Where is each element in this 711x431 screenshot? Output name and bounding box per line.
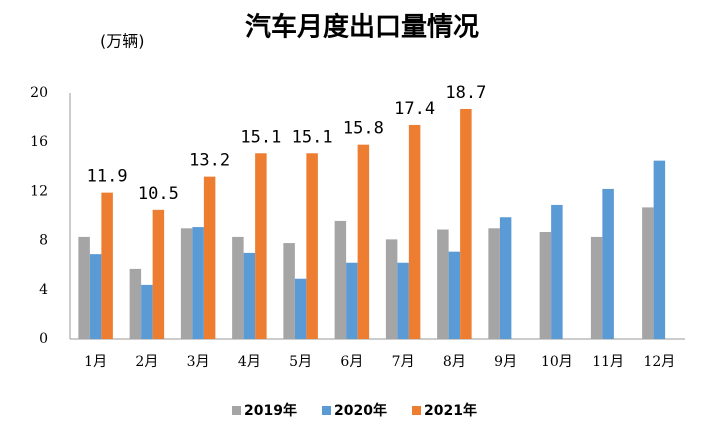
- bar: [101, 192, 113, 339]
- chart-title: 汽车月度出口量情况: [245, 12, 479, 43]
- data-label: 11.9: [87, 167, 128, 187]
- data-label: 15.8: [343, 119, 384, 139]
- x-tick-label: 11月: [592, 354, 624, 370]
- bar: [306, 153, 318, 339]
- bar: [141, 284, 153, 339]
- x-tick-label: 1月: [84, 354, 107, 370]
- y-tick-label: 16: [30, 134, 48, 150]
- bar: [283, 243, 295, 339]
- bar: [397, 262, 409, 339]
- legend-label: 2019年: [244, 402, 297, 419]
- bar: [78, 236, 90, 339]
- bar: [653, 160, 666, 339]
- bar: [642, 207, 654, 339]
- legend-swatch: [322, 406, 331, 415]
- bar: [437, 229, 449, 339]
- bar: [488, 228, 500, 339]
- bar: [357, 144, 370, 339]
- legend-swatch: [232, 406, 241, 415]
- data-label: 18.7: [445, 83, 486, 103]
- x-tick-label: 3月: [187, 354, 210, 370]
- bar: [334, 220, 347, 339]
- y-tick-label: 12: [30, 183, 48, 199]
- bar: [346, 262, 358, 339]
- y-tick-label: 8: [39, 233, 48, 249]
- bar: [460, 108, 472, 340]
- bar: [448, 251, 461, 339]
- x-tick-label: 10月: [541, 354, 573, 370]
- bar: [255, 153, 267, 339]
- bar: [590, 236, 603, 339]
- x-tick-label: 5月: [289, 354, 312, 370]
- x-tick-label: 12月: [643, 354, 675, 370]
- bar: [408, 124, 421, 339]
- x-tick-label: 2月: [135, 354, 158, 370]
- bar: [499, 217, 512, 339]
- x-tick-label: 4月: [238, 354, 261, 370]
- x-tick-label: 6月: [340, 354, 363, 370]
- x-tick-label: 9月: [494, 354, 517, 370]
- bar: [385, 239, 398, 339]
- bar: [539, 231, 552, 339]
- data-label: 13.2: [189, 151, 230, 171]
- y-tick-label: 0: [39, 331, 48, 347]
- data-label: 17.4: [394, 99, 435, 119]
- bar: [89, 254, 102, 339]
- bar: [551, 204, 563, 339]
- bar: [602, 188, 614, 339]
- bar: [232, 236, 244, 339]
- y-axis-label: (万辆): [100, 32, 145, 51]
- x-tick-label: 8月: [443, 354, 466, 370]
- x-tick-label: 7月: [392, 354, 415, 370]
- legend-label: 2020年: [334, 402, 387, 419]
- data-label: 15.1: [292, 127, 333, 147]
- bar: [152, 209, 165, 339]
- bar: [243, 252, 256, 339]
- y-tick-label: 20: [30, 85, 48, 101]
- bar: [203, 176, 216, 339]
- data-label: 15.1: [240, 127, 281, 147]
- bar: [129, 268, 142, 339]
- bar: [294, 278, 307, 339]
- bar: [192, 227, 204, 339]
- y-tick-label: 4: [39, 282, 48, 298]
- data-label: 10.5: [138, 184, 179, 204]
- bar: [180, 228, 193, 339]
- legend-label: 2021年: [424, 402, 477, 419]
- legend-swatch: [412, 406, 421, 415]
